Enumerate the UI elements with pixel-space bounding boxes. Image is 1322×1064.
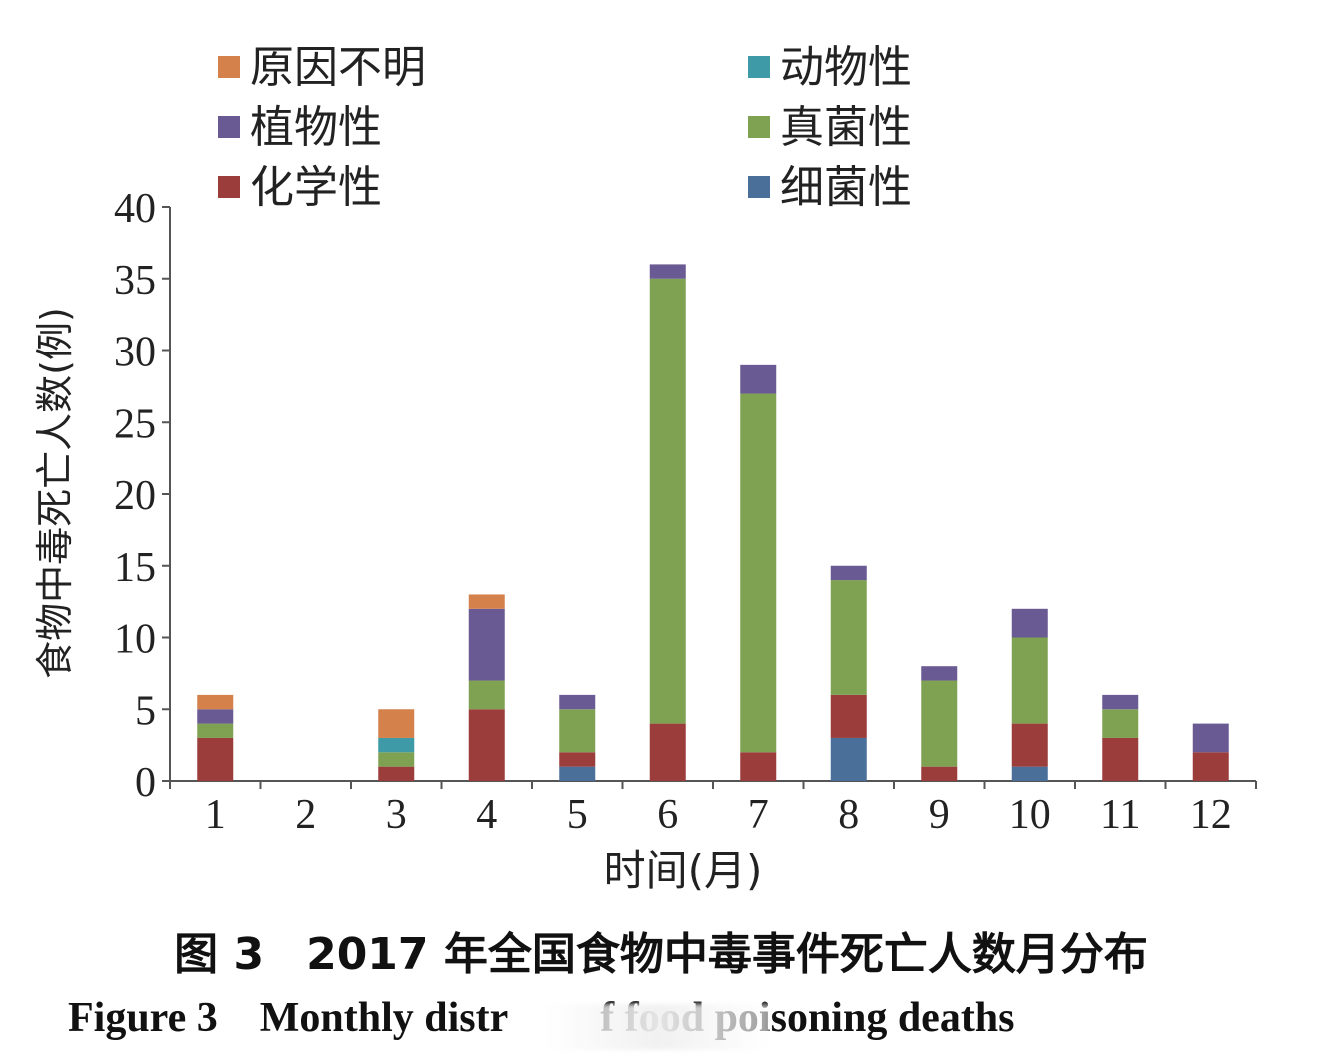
legend-swatch <box>748 176 770 198</box>
legend-item: 动物性 <box>748 42 912 93</box>
x-tick-label: 12 <box>1190 792 1232 838</box>
bar-segment <box>1011 637 1048 724</box>
bar-segment <box>740 752 777 781</box>
legend-label: 真菌性 <box>780 102 912 153</box>
legend-item: 化学性 <box>218 162 382 213</box>
y-tick-label: 25 <box>114 401 156 447</box>
bar-segment <box>1102 737 1139 781</box>
x-axis-label: 时间(月) <box>604 846 763 895</box>
bar-segment <box>649 264 686 279</box>
x-tick-label: 4 <box>476 792 497 838</box>
bar-segment <box>830 694 867 738</box>
legend-swatch <box>748 56 770 78</box>
bar-segment <box>197 737 234 781</box>
bar-segment <box>1192 723 1229 753</box>
bar-segment <box>468 709 505 781</box>
legend-item: 原因不明 <box>218 42 426 93</box>
legend-label: 化学性 <box>250 162 382 213</box>
caption-zh-label: 图 3 <box>174 929 265 980</box>
bar-segment <box>197 723 234 738</box>
bar-segment <box>378 709 415 738</box>
legend-swatch <box>218 176 240 198</box>
bar-segment <box>559 694 596 710</box>
bar-segment <box>921 666 958 681</box>
bar-segment <box>740 364 777 394</box>
legend-label: 动物性 <box>780 42 912 93</box>
y-tick-label: 40 <box>114 186 156 232</box>
watermark-blur <box>545 1004 770 1050</box>
bar-segment <box>1011 766 1048 781</box>
bar-segment <box>378 752 415 767</box>
plot-area <box>170 207 1256 781</box>
legend-item: 细菌性 <box>748 162 912 213</box>
legend-label: 植物性 <box>250 102 382 153</box>
x-tick-label: 8 <box>838 792 859 838</box>
y-tick-label: 15 <box>114 545 156 591</box>
legend-item: 真菌性 <box>748 102 912 153</box>
bar-segment <box>559 766 596 781</box>
bar-segment <box>921 680 958 767</box>
bar-segment <box>921 766 958 781</box>
legend-swatch <box>218 116 240 138</box>
y-tick-label: 5 <box>135 688 156 734</box>
bar-segment <box>378 737 415 753</box>
bar-segment <box>830 580 867 695</box>
x-tick-label: 1 <box>205 792 226 838</box>
bar-segment <box>1192 752 1229 781</box>
y-tick-label: 10 <box>114 617 156 663</box>
bar-segment <box>468 594 505 609</box>
x-tick-label: 10 <box>1009 792 1051 838</box>
caption-chinese: 图 3 2017 年全国食物中毒事件死亡人数月分布 <box>0 918 1322 982</box>
y-tick-label: 30 <box>114 330 156 376</box>
caption-en-label: Figure 3 <box>68 995 218 1041</box>
legend-label: 原因不明 <box>250 42 426 93</box>
bars <box>197 264 1229 781</box>
bar-segment <box>830 565 867 581</box>
x-tick-label: 11 <box>1100 792 1140 838</box>
caption-en-text-a: Monthly distr <box>259 995 509 1041</box>
x-tick-label: 6 <box>657 792 678 838</box>
y-tick-label: 0 <box>135 760 156 806</box>
bar-segment <box>1102 709 1139 738</box>
x-tick-label: 7 <box>748 792 769 838</box>
bar-segment <box>740 393 777 753</box>
bar-segment <box>649 278 686 724</box>
legend-label: 细菌性 <box>780 162 912 213</box>
bar-segment <box>197 694 234 710</box>
bar-segment <box>1011 723 1048 767</box>
bar-segment <box>468 680 505 710</box>
x-tick-label: 2 <box>295 792 316 838</box>
caption-zh-text: 2017 年全国食物中毒事件死亡人数月分布 <box>306 929 1148 980</box>
bar-segment <box>830 737 867 781</box>
x-tick-label: 9 <box>929 792 950 838</box>
bar-segment <box>559 709 596 753</box>
legend-swatch <box>748 116 770 138</box>
bar-segment <box>197 709 234 724</box>
bar-segment <box>468 608 505 681</box>
bar-segment <box>1102 694 1139 710</box>
bar-segment <box>559 752 596 767</box>
caption-english: Figure 3 Monthly distr f food poisoning de… <box>68 994 1015 1042</box>
bar-segment <box>1011 608 1048 638</box>
y-tick-label: 35 <box>114 258 156 304</box>
y-tick-label: 20 <box>114 473 156 519</box>
y-axis-label: 食物中毒死亡人数(例) <box>33 307 77 679</box>
legend-swatch <box>218 56 240 78</box>
bar-segment <box>649 723 686 781</box>
legend-item: 植物性 <box>218 102 382 153</box>
x-tick-label: 5 <box>567 792 588 838</box>
x-tick-label: 3 <box>386 792 407 838</box>
bar-segment <box>378 766 415 781</box>
